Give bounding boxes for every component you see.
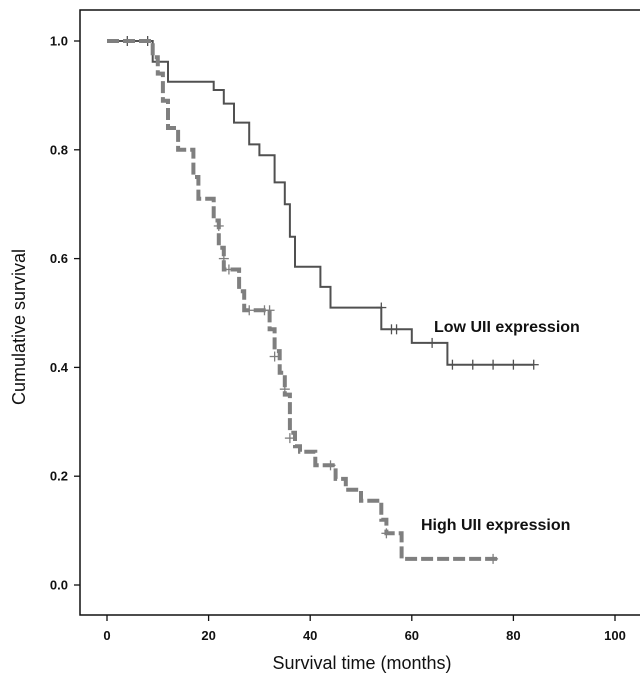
x-tick-label: 100	[604, 628, 626, 643]
y-tick-label: 0.8	[50, 142, 68, 157]
series-label-low-uii-expression: Low UII expression	[434, 319, 580, 336]
series-high-uii-expression	[107, 39, 499, 564]
censor-mark	[325, 460, 336, 471]
x-tick-label: 40	[303, 628, 317, 643]
x-axis-title: Survival time (months)	[272, 653, 451, 673]
censor-mark	[488, 359, 499, 370]
censor-mark	[381, 528, 392, 539]
survival-step-point	[274, 351, 275, 352]
plot-frame	[79, 9, 640, 616]
censor-mark	[528, 359, 539, 370]
censor-mark	[218, 253, 229, 264]
censor-mark	[488, 553, 499, 564]
y-tick-label: 0.0	[50, 578, 68, 593]
censor-mark	[264, 305, 275, 316]
survival-step-point	[213, 220, 214, 221]
censor-mark	[213, 220, 224, 231]
censor-mark	[427, 337, 438, 348]
x-tick-label: 20	[201, 628, 215, 643]
x-axis: 0 20 40 60 80 100	[103, 615, 626, 643]
survival-step-point	[193, 177, 194, 178]
survival-step-point	[401, 558, 402, 559]
censor-mark	[284, 433, 295, 444]
survival-curve-line	[107, 40, 534, 366]
censor-mark	[376, 302, 387, 313]
survival-curve-line	[107, 39, 499, 561]
series-layer	[107, 36, 539, 564]
series-label-high-uii-expression: High UII expression	[421, 517, 570, 534]
survival-step-point	[218, 247, 219, 248]
survival-step-point	[239, 291, 240, 292]
y-axis-title: Cumulative survival	[9, 249, 29, 405]
censor-mark	[279, 384, 290, 395]
censor-mark	[223, 264, 234, 275]
y-tick-label: 0.2	[50, 469, 68, 484]
x-tick-label: 60	[405, 628, 419, 643]
censor-mark	[508, 359, 519, 370]
censor-mark	[244, 305, 255, 316]
y-tick-label: 0.4	[50, 360, 69, 375]
censor-mark	[391, 324, 402, 335]
censor-mark	[467, 359, 478, 370]
y-tick-label: 0.6	[50, 251, 68, 266]
survival-step-point	[345, 489, 346, 490]
y-tick-label: 1.0	[50, 34, 68, 49]
x-tick-label: 80	[506, 628, 520, 643]
survival-step-point	[289, 432, 290, 433]
x-tick-label: 0	[103, 628, 110, 643]
censor-mark	[447, 359, 458, 370]
censor-mark	[269, 351, 280, 362]
y-axis: 0.0 0.2 0.4 0.6 0.8 1.0	[50, 34, 80, 593]
